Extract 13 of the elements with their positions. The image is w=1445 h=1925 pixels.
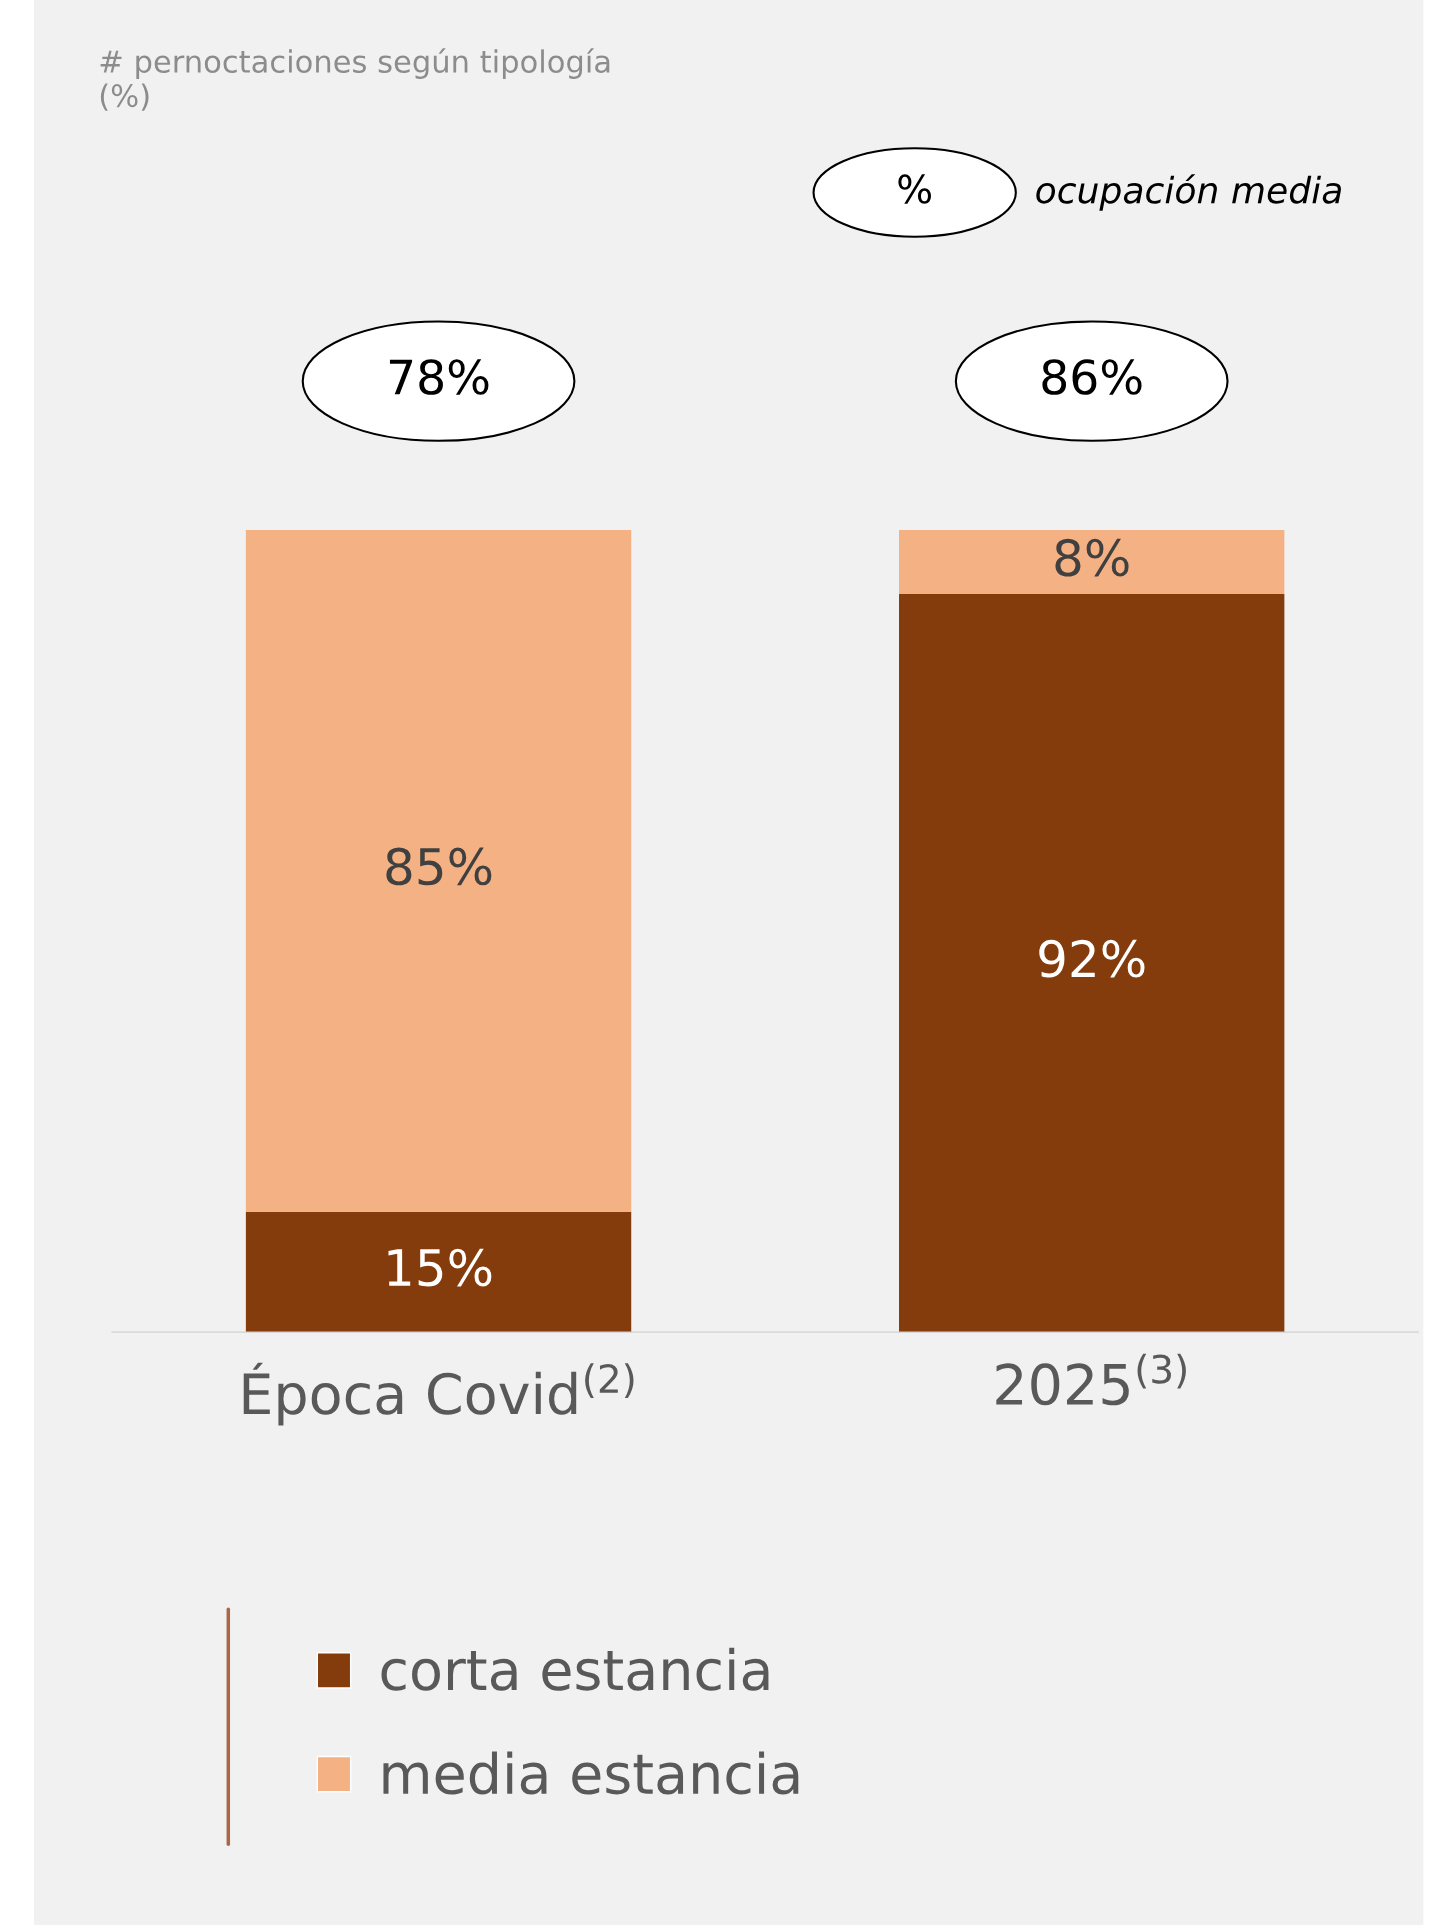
chart-title: # pernoctaciones según tipología (%) [100,48,610,111]
data-label: 92% [1039,939,1145,978]
data-label: 8% [1055,538,1129,577]
text: 86% [1042,359,1142,395]
text: % [898,174,932,204]
data-label: 15% [388,1248,492,1287]
data-label: 85% [386,847,492,886]
legend-label: media estancia [383,1751,799,1795]
text: ocupación media [1036,174,1341,211]
text: 78% [389,359,489,395]
x-tick-label: Época Covid$^{(2)}$ [243,1362,634,1426]
x-tick-label: 2025$^{(3)}$ [996,1353,1186,1406]
legend-label: corta estancia [381,1647,769,1691]
